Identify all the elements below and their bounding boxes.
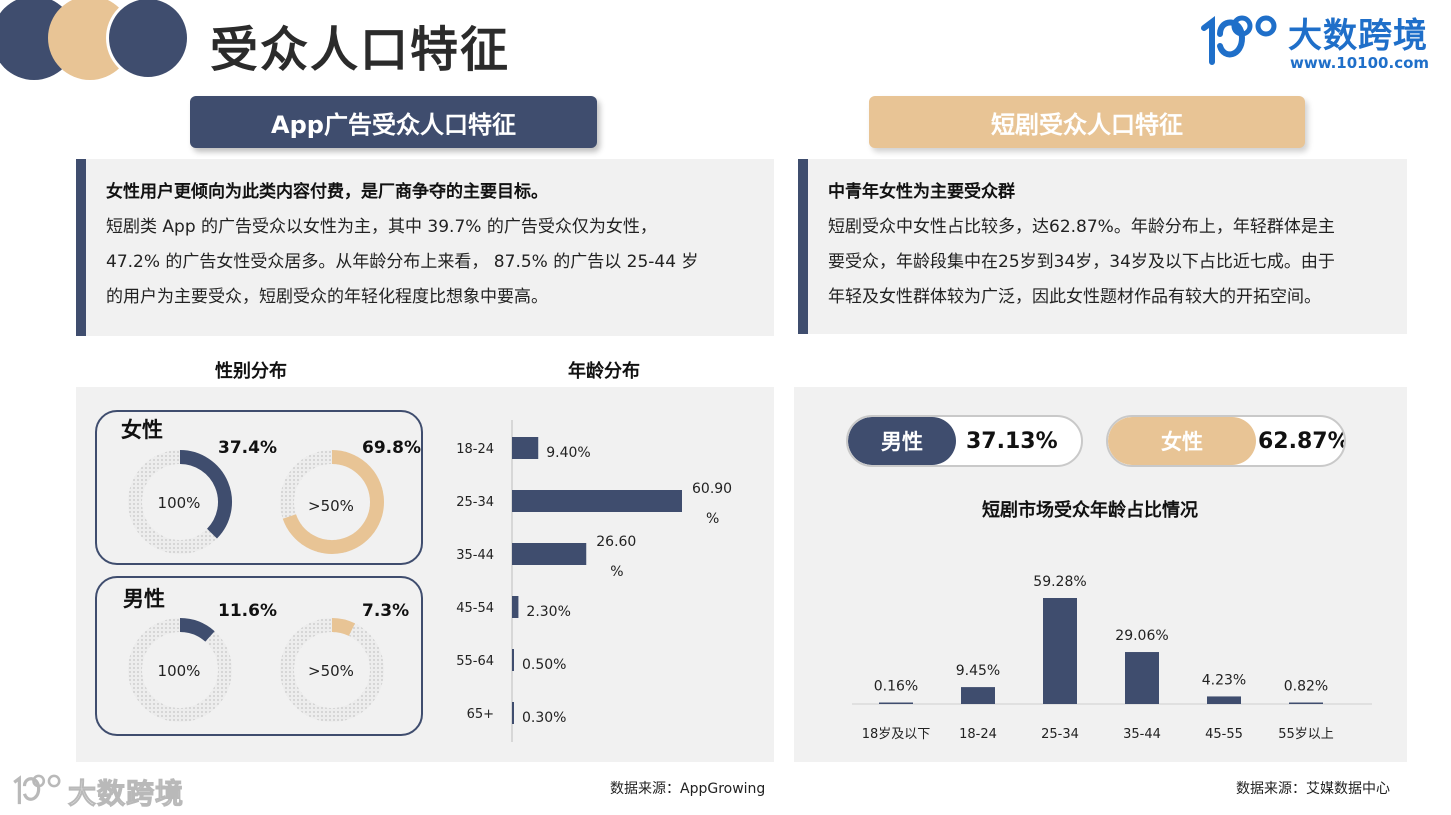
tick-label: 65+ — [467, 707, 494, 722]
tick-label: 25-34 — [1041, 727, 1079, 742]
summary-line: 短剧受众中女性占比较多，达62.87%。年龄分布上，年轻群体是主 — [828, 217, 1335, 237]
data-label: 2.30% — [526, 604, 570, 620]
bar — [961, 687, 995, 704]
data-label: 0.16% — [874, 679, 918, 695]
bar — [879, 702, 913, 704]
tick-label: 35-44 — [1123, 727, 1161, 742]
donut-segment — [179, 618, 215, 642]
summary-line: 要受众，年龄段集中在25岁到34岁，34岁及以下占比近七成。由于 — [828, 252, 1335, 272]
summary-line: 47.2% 的广告女性受众居多。从年龄分布上来看， 87.5% 的广告以 25-… — [106, 252, 699, 272]
summary-box-left: 女性用户更倾向为此类内容付费，是厂商争夺的主要目标。 短剧类 App 的广告受众… — [76, 159, 774, 336]
gender-label-male: 男性 — [123, 587, 165, 611]
watermark-text: 大数跨境 — [67, 777, 185, 811]
bar — [512, 543, 587, 565]
section-title-short-drama: 短剧受众人口特征 — [869, 96, 1305, 148]
summary-line: 短剧类 App 的广告受众以女性为主，其中 39.7% 的广告受众仅为女性， — [106, 217, 657, 237]
summary-title: 中青年女性为主要受众群 — [828, 182, 1015, 202]
donut-track — [280, 618, 384, 722]
data-label: 0.50% — [522, 657, 566, 673]
tick-label: 18-24 — [959, 727, 997, 742]
data-label: 60.90 — [692, 481, 732, 497]
male-share-value: 37.13% — [966, 428, 1058, 454]
gender-label-female: 女性 — [121, 418, 163, 442]
donut-value-label: 7.3% — [362, 601, 410, 621]
summary-title: 女性用户更倾向为此类内容付费，是厂商争夺的主要目标。 — [106, 182, 548, 202]
watermark-logo-icon — [13, 774, 61, 805]
drama-age-chart-title: 短剧市场受众年龄占比情况 — [982, 500, 1198, 521]
age-chart-heading: 年龄分布 — [568, 361, 640, 382]
bar — [1043, 598, 1077, 704]
bar — [1289, 702, 1323, 704]
tick-label: 18岁及以下 — [862, 727, 931, 742]
donut-value-label: 37.4% — [218, 438, 277, 458]
tick-label: 18-24 — [456, 442, 494, 457]
data-label-unit: % — [610, 564, 623, 580]
donut-value-label: 69.8% — [362, 438, 421, 458]
donut-center-label: >50% — [308, 662, 354, 680]
data-label: 0.30% — [522, 710, 566, 726]
donut-segment — [179, 450, 232, 539]
donut-center-label: >50% — [308, 497, 354, 515]
drama-age-chart: 0.16% 18岁及以下 9.45% 18-24 59.28% 25-34 29.06% 35… — [852, 574, 1372, 742]
female-share-pill: 女性 62.87% — [1106, 415, 1346, 467]
data-label: 0.82% — [1284, 679, 1328, 695]
source-right: 数据来源：艾媒数据中心 — [1236, 781, 1390, 797]
tick-label: 35-44 — [456, 548, 494, 563]
summary-box-right: 中青年女性为主要受众群 短剧受众中女性占比较多，达62.87%。年龄分布上，年轻… — [798, 159, 1407, 334]
summary-line: 的用户为主要受众，短剧受众的年轻化程度比想象中要高。 — [106, 287, 548, 307]
bar — [512, 649, 514, 671]
tick-label: 25-34 — [456, 495, 494, 510]
donut-value-label: 11.6% — [218, 601, 277, 621]
gender-donut-charts — [128, 450, 384, 722]
logo-text: 大数跨境 — [1288, 16, 1428, 56]
bar — [512, 596, 519, 618]
male-share-pill: 男性 37.13% — [846, 415, 1083, 467]
data-label: 59.28% — [1033, 574, 1086, 590]
donut-track — [128, 618, 232, 722]
bar — [512, 702, 514, 724]
source-left: 数据来源：AppGrowing — [610, 781, 766, 797]
data-label: 4.23% — [1202, 672, 1246, 688]
tick-label: 55岁以上 — [1278, 727, 1334, 742]
donut-center-label: 100% — [157, 662, 201, 680]
tick-label: 45-54 — [456, 601, 494, 616]
bar — [512, 437, 539, 459]
age-distribution-chart: 18-24 9.40% 25-34 60.90% 35-44 26.60% 45-54 2.3… — [456, 420, 732, 742]
data-label: 9.40% — [546, 445, 590, 461]
donut-segment — [331, 618, 356, 637]
donut-segment — [282, 450, 384, 554]
male-share-label: 男性 — [848, 417, 956, 465]
gender-chart-heading: 性别分布 — [215, 361, 287, 382]
tick-label: 55-64 — [456, 654, 494, 669]
female-share-label: 女性 — [1108, 417, 1256, 465]
summary-line: 年轻及女性群体较为广泛，因此女性题材作品有较大的开拓空间。 — [828, 287, 1321, 307]
data-label-unit: % — [706, 511, 719, 527]
page-title: 受众人口特征 — [210, 22, 511, 78]
section-title-app-ads: App广告受众人口特征 — [190, 96, 597, 148]
logo-icon — [1201, 15, 1277, 65]
female-share-value: 62.87% — [1258, 428, 1346, 454]
bar — [512, 490, 682, 512]
data-label: 29.06% — [1115, 628, 1168, 644]
donut-center-label: 100% — [157, 494, 201, 512]
data-label: 9.45% — [956, 663, 1000, 679]
data-label: 26.60 — [596, 534, 636, 550]
bar — [1125, 652, 1159, 704]
tick-label: 45-55 — [1205, 727, 1243, 742]
decor-circle-navy-2 — [106, 0, 190, 80]
bar — [1207, 696, 1241, 704]
logo-url: www.10100.com — [1290, 54, 1430, 72]
